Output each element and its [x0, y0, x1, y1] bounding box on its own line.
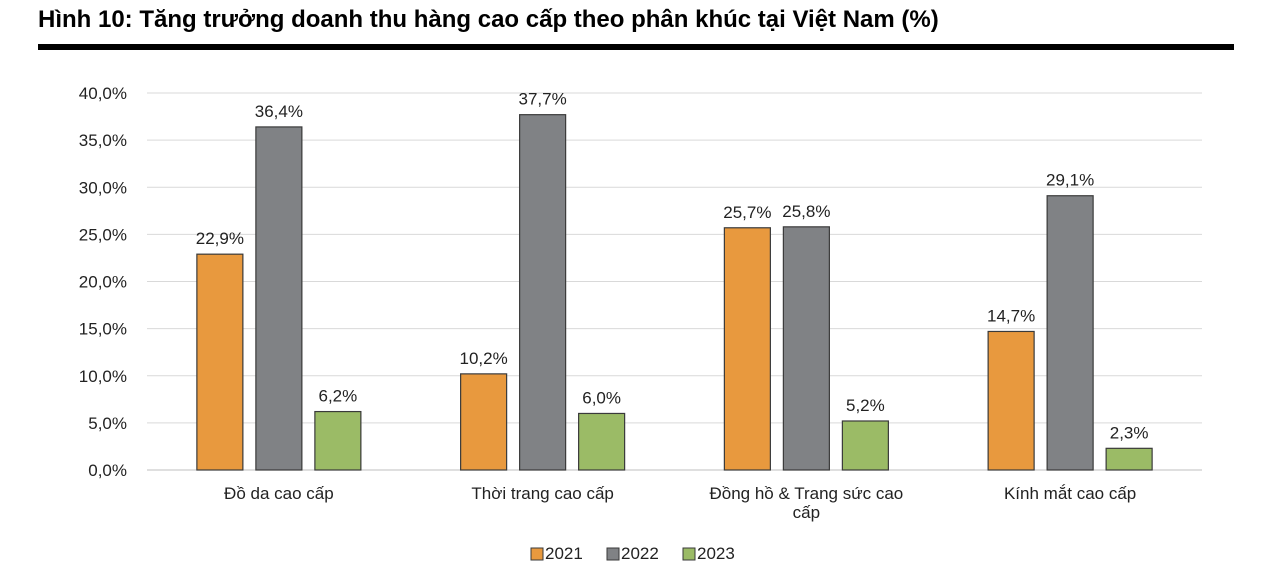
y-tick-label: 40,0% [79, 84, 127, 103]
bar-2023 [1105, 447, 1153, 471]
y-tick-label: 15,0% [79, 320, 127, 339]
bar-2023 [314, 410, 362, 471]
bar-2021 [987, 330, 1035, 471]
legend-label: 2023 [697, 544, 735, 563]
legend-label: 2021 [545, 544, 583, 563]
bar-2023 [578, 412, 626, 471]
category-label: Đồ da cao cấp [224, 484, 334, 503]
bar-2022 [782, 226, 830, 471]
data-label: 2,3% [1110, 423, 1149, 442]
data-label: 25,8% [782, 202, 830, 221]
y-axis-ticks: 0,0% 5,0% 10,0% 15,0% 20,0% 25,0% 30,0% 35,0% 40… [79, 84, 127, 480]
y-tick-label: 35,0% [79, 131, 127, 150]
legend: 2021 2022 2023 [530, 544, 735, 563]
bar-2022 [255, 126, 303, 471]
y-tick-label: 20,0% [79, 273, 127, 292]
bar-2021 [460, 373, 508, 471]
bars [196, 114, 1153, 471]
y-tick-label: 25,0% [79, 225, 127, 244]
y-tick-label: 10,0% [79, 367, 127, 386]
data-label: 25,7% [723, 203, 771, 222]
data-label: 14,7% [987, 306, 1035, 325]
bar-2022 [1046, 195, 1094, 471]
category-label: Đồng hồ & Trang sức cao [709, 484, 903, 503]
data-label: 5,2% [846, 396, 885, 415]
y-tick-label: 30,0% [79, 178, 127, 197]
title-underline [38, 44, 1234, 50]
chart-title: Hình 10: Tăng trưởng doanh thu hàng cao … [38, 6, 939, 33]
data-label: 36,4% [255, 102, 303, 121]
y-tick-label: 0,0% [88, 461, 127, 480]
category-label: cấp [793, 503, 820, 522]
data-labels: 22,9% 36,4% 6,2% 10,2% 37,7% 6,0% 25,7% 25,8% 5,… [196, 90, 1149, 443]
legend-label: 2022 [621, 544, 659, 563]
legend-swatch-2021 [530, 547, 544, 561]
bar-2022 [519, 114, 567, 471]
data-label: 29,1% [1046, 171, 1094, 190]
category-label: Kính mắt cao cấp [1004, 484, 1136, 503]
bar-2021 [723, 227, 771, 471]
data-label: 6,2% [319, 387, 358, 406]
bar-2023 [841, 420, 889, 471]
y-tick-label: 5,0% [88, 414, 127, 433]
data-label: 37,7% [519, 90, 567, 109]
data-label: 22,9% [196, 229, 244, 248]
data-label: 10,2% [460, 349, 508, 368]
category-label: Thời trang cao cấp [471, 484, 614, 503]
category-labels: Đồ da cao cấp Thời trang cao cấp Đồng hồ &… [224, 484, 1136, 522]
legend-swatch-2022 [606, 547, 620, 561]
data-label: 6,0% [582, 388, 621, 407]
legend-swatch-2023 [682, 547, 696, 561]
gridlines [147, 92, 1202, 471]
bar-2021 [196, 253, 244, 471]
